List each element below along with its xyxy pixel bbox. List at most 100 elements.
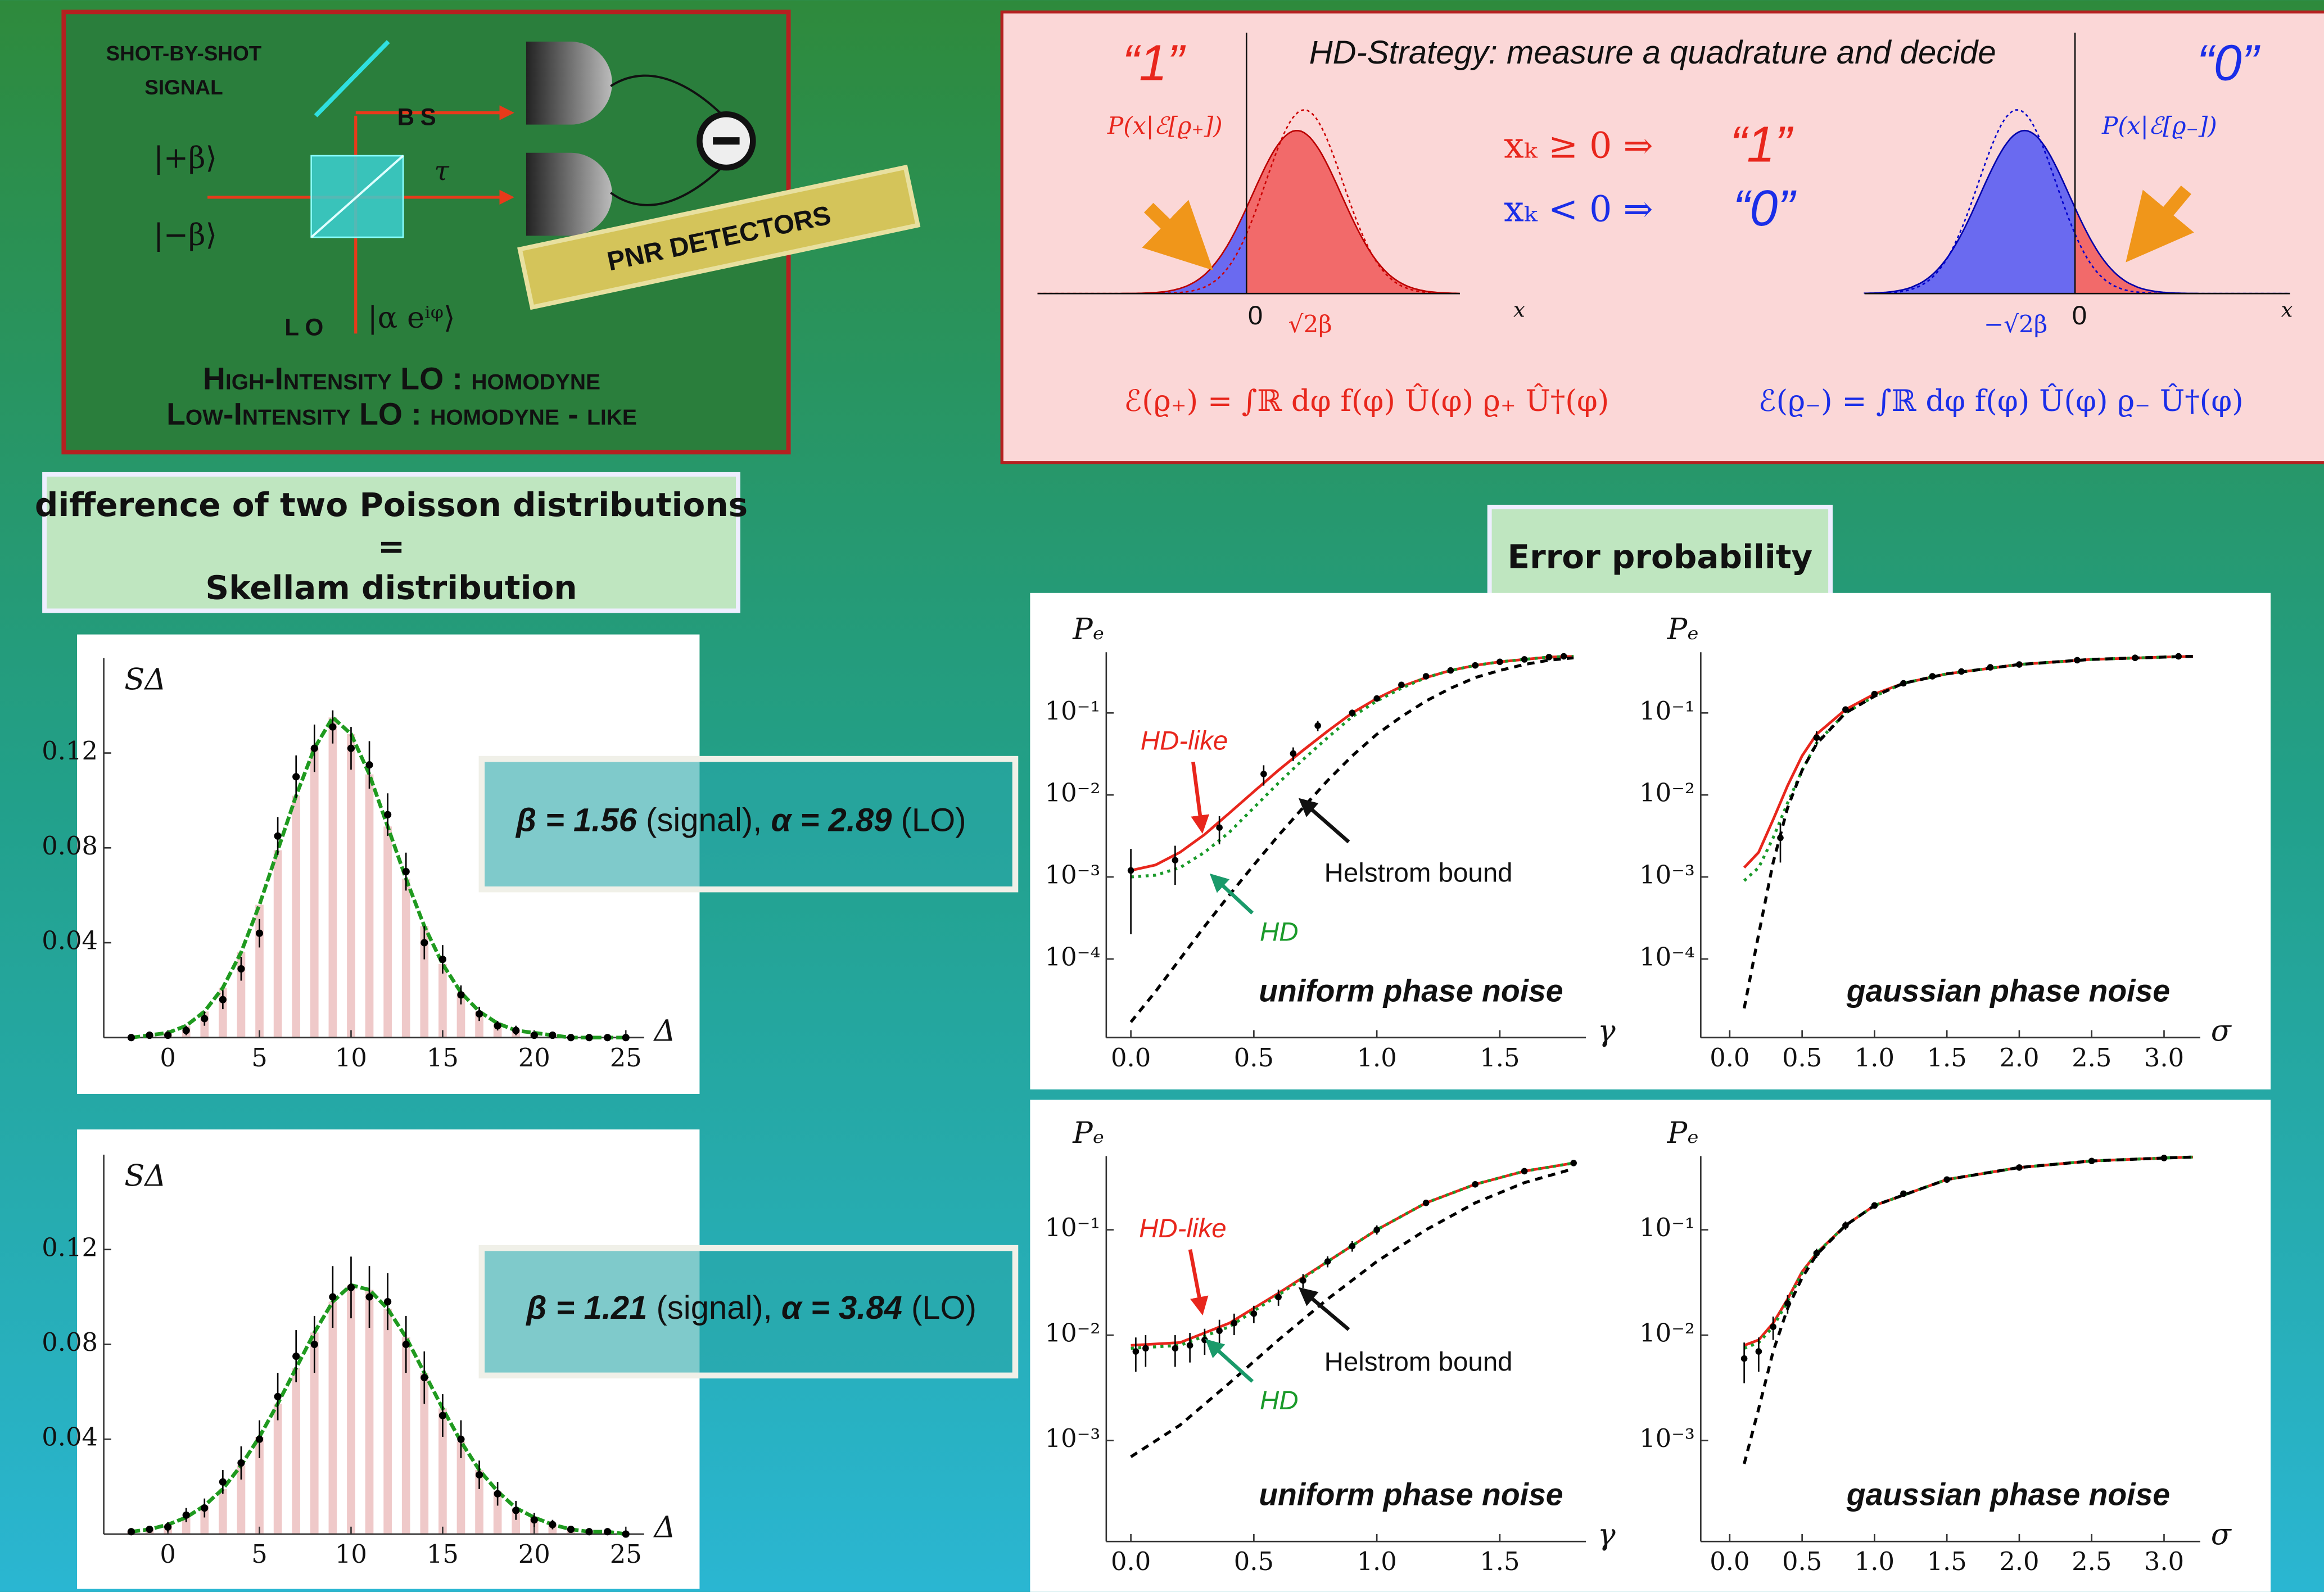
y-tick-label: 10⁻³: [1045, 1423, 1101, 1453]
rule: xₖ ≥ 0 ⇒: [1504, 124, 1653, 166]
data-point: [311, 1341, 318, 1348]
data-point: [1373, 1227, 1380, 1233]
data-point: [274, 833, 282, 840]
curve-label: HD: [1260, 917, 1299, 947]
decision-label: “0”: [1733, 180, 1797, 236]
x-tick-label: 1.0: [1855, 1546, 1895, 1576]
data-point: [585, 1034, 593, 1041]
y-tick-label: 0.04: [42, 926, 98, 956]
strategy-box: “1” HD-Strategy: measure a quadrature an…: [1002, 12, 2324, 462]
data-point: [274, 1393, 282, 1400]
data-point: [421, 1374, 428, 1381]
data-point: [146, 1032, 153, 1039]
x-axis-label: γ: [1598, 1014, 1616, 1048]
param: (LO): [902, 1290, 976, 1326]
y-tick-label: 10⁻³: [1639, 860, 1695, 890]
data-point: [457, 1436, 464, 1443]
bar: [347, 734, 355, 1038]
note: High-Intensity LO : homodyne: [203, 361, 600, 396]
data-point: [128, 1034, 135, 1041]
axis-label: x: [2281, 297, 2293, 322]
curve-label: HD-like: [1139, 1214, 1227, 1243]
x-tick-label: 25: [610, 1043, 642, 1073]
y-tick-label: 10⁻²: [1045, 1318, 1101, 1348]
distribution-label: P(x|ℰ[ϱ₋]): [2101, 112, 2217, 139]
bar: [310, 748, 319, 1038]
data-point: [2161, 1155, 2168, 1161]
data-point: [2016, 661, 2023, 668]
data-point: [1987, 664, 1994, 671]
data-point: [1324, 1258, 1331, 1265]
x-tick-label: 1.0: [1357, 1043, 1397, 1073]
param-text: β = 1.21 (signal), α = 3.84 (LO): [525, 1290, 976, 1326]
data-point: [1201, 1337, 1208, 1344]
data-point: [1373, 695, 1380, 702]
data-point: [403, 868, 410, 875]
data-point: [237, 965, 245, 973]
chart-panel: [1030, 593, 2271, 1089]
y-tick-label: 10⁻⁴: [1639, 942, 1695, 971]
x-axis-label: γ: [1598, 1518, 1616, 1552]
param: (signal),: [637, 802, 771, 839]
data-point: [476, 1471, 483, 1478]
data-point: [1784, 1300, 1791, 1307]
data-point: [1546, 654, 1553, 661]
axis-label: x: [1513, 297, 1525, 322]
strip-text: =: [378, 527, 405, 566]
x-tick-label: 1.0: [1855, 1043, 1895, 1073]
channel-formula: ℰ(ϱ₊) = ∫ℝ dφ f(φ) Û(φ) ϱ₊ Û†(φ): [1124, 383, 1609, 418]
data-point: [604, 1034, 611, 1041]
bar: [347, 1285, 355, 1534]
y-tick-label: 10⁻¹: [1045, 1213, 1101, 1242]
data-point: [1958, 668, 1965, 675]
data-point: [1133, 1348, 1140, 1355]
data-point: [1561, 653, 1567, 660]
bar: [274, 1404, 282, 1534]
data-point: [311, 745, 318, 752]
data-point: [2088, 1157, 2095, 1164]
x-tick-label: 15: [427, 1539, 459, 1569]
x-tick-label: 0.0: [1111, 1043, 1151, 1073]
bar: [402, 879, 410, 1038]
lo-state: |α eⁱᵠ⟩: [368, 301, 455, 335]
data-point: [1300, 1277, 1306, 1284]
data-point: [292, 1353, 300, 1360]
data-point: [1172, 1345, 1179, 1352]
data-point: [201, 1015, 208, 1022]
x-tick-label: 0.5: [1234, 1546, 1274, 1576]
x-tick-label: 1.5: [1480, 1546, 1520, 1576]
data-point: [1814, 1250, 1820, 1256]
param: (LO): [892, 802, 966, 839]
mean-label: √2β: [1288, 310, 1332, 338]
data-point: [2016, 1164, 2023, 1171]
data-point: [183, 1512, 190, 1519]
bar: [438, 964, 447, 1038]
lo-label: LO: [284, 314, 329, 341]
x-axis-label: Δ: [653, 1510, 676, 1545]
data-point: [567, 1034, 575, 1041]
data-point: [1314, 722, 1321, 729]
param: β = 1.21: [525, 1290, 647, 1326]
x-tick-label: 0.0: [1111, 1546, 1151, 1576]
x-tick-label: 0.5: [1782, 1546, 1822, 1576]
mean-label: −√2β: [1984, 310, 2047, 338]
curve-label: HD-like: [1141, 726, 1228, 756]
data-point: [439, 956, 446, 963]
param: (signal),: [647, 1290, 781, 1326]
y-tick-label: 10⁻²: [1045, 778, 1101, 808]
data-point: [1275, 1294, 1282, 1300]
data-point: [531, 1032, 538, 1039]
bar: [329, 717, 337, 1037]
data-point: [1521, 1168, 1528, 1175]
data-point: [1814, 734, 1820, 741]
data-point: [365, 761, 373, 768]
data-point: [439, 1412, 446, 1419]
data-point: [256, 1436, 263, 1443]
y-tick-label: 10⁻¹: [1639, 1213, 1695, 1242]
data-point: [549, 1032, 556, 1039]
data-point: [1496, 659, 1503, 666]
x-tick-label: 0.0: [1710, 1043, 1749, 1073]
x-tick-label: 10: [335, 1539, 367, 1569]
data-point: [457, 991, 464, 998]
data-point: [512, 1026, 519, 1034]
